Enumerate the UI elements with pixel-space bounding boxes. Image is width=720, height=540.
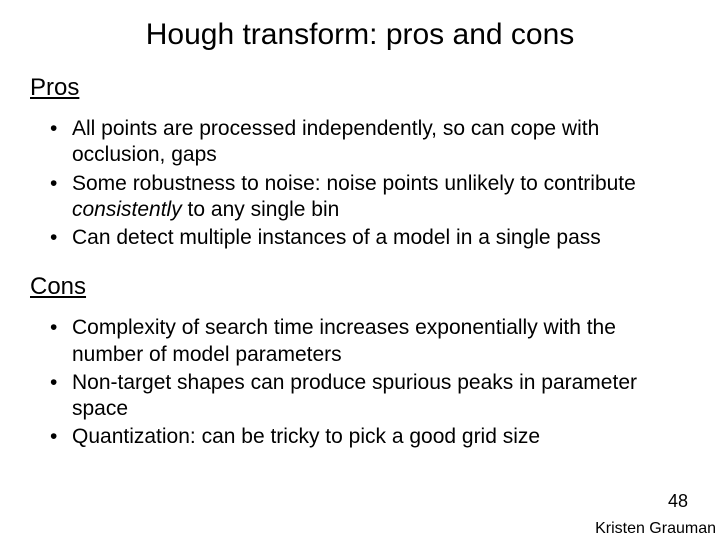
bullet-text-italic: consistently [72,198,182,221]
list-item: Some robustness to noise: noise points u… [50,171,690,224]
pros-heading: Pros [30,74,690,102]
slide: Hough transform: pros and cons Pros All … [0,0,720,451]
bullet-text: to any single bin [182,198,340,221]
list-item: Quantization: can be tricky to pick a go… [50,424,690,450]
cons-section: Cons Complexity of search time increases… [30,273,690,450]
bullet-text: Non-target shapes can produce spurious p… [72,371,637,420]
pros-list: All points are processed independently, … [30,116,690,251]
bullet-text: All points are processed independently, … [72,117,599,166]
cons-list: Complexity of search time increases expo… [30,315,690,450]
list-item: Can detect multiple instances of a model… [50,225,690,251]
slide-title: Hough transform: pros and cons [60,18,660,52]
list-item: Non-target shapes can produce spurious p… [50,370,690,423]
bullet-text: Can detect multiple instances of a model… [72,226,601,249]
page-number: 48 [668,491,688,512]
list-item: Complexity of search time increases expo… [50,315,690,368]
bullet-text: Some robustness to noise: noise points u… [72,172,636,195]
bullet-text: Quantization: can be tricky to pick a go… [72,425,540,448]
pros-section: Pros All points are processed independen… [30,74,690,251]
author-credit: Kristen Grauman [595,520,716,538]
cons-heading: Cons [30,273,690,301]
bullet-text: Complexity of search time increases expo… [72,316,616,365]
list-item: All points are processed independently, … [50,116,690,169]
